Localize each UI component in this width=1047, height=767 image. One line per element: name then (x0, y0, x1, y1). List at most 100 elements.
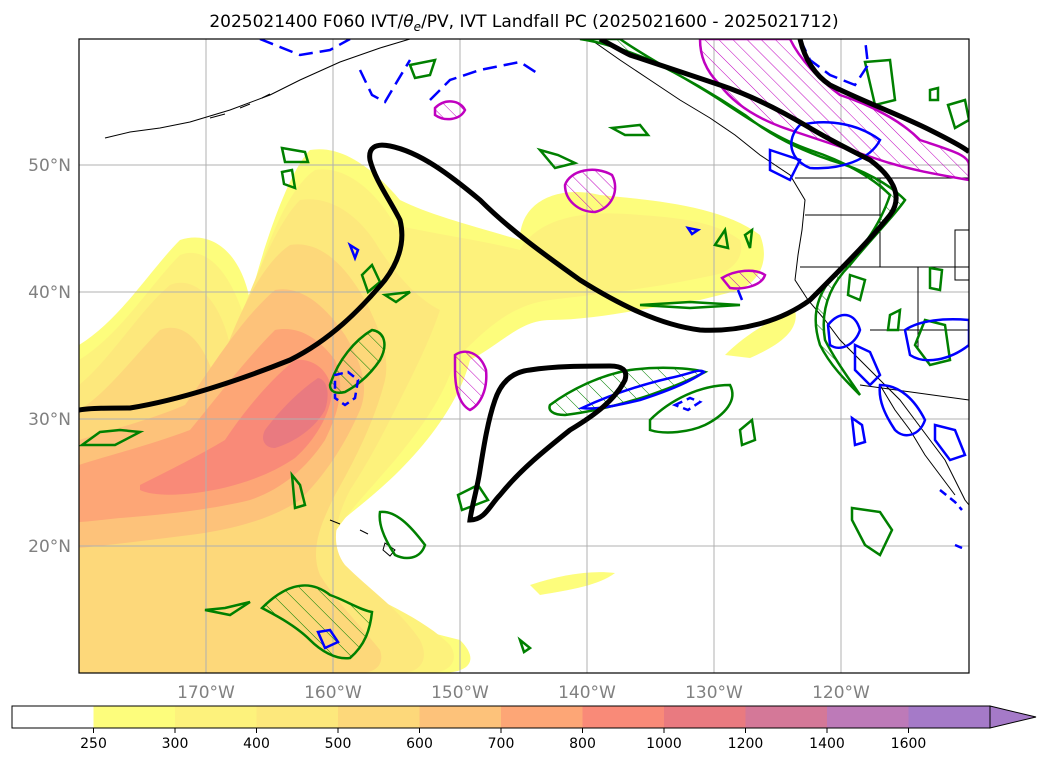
thetae-seg19 (850, 506, 894, 557)
pv-neg-spot2 (316, 628, 340, 650)
ivt-250-east (725, 310, 796, 358)
lon-label-150w: 150°W (431, 683, 489, 703)
pv-positive-contours (433, 39, 969, 412)
colorbar-segment (501, 706, 583, 728)
thetae-seg18 (517, 636, 533, 654)
pv-neg-coast2 (768, 148, 802, 182)
pv-neg-40n (826, 313, 862, 349)
aleutian-dots (209, 93, 271, 119)
colorbar-segment (827, 706, 909, 728)
figure-title: 2025021400 F060 IVT/θe/PV, IVT Landfall … (209, 12, 838, 34)
colorbar-segment (175, 706, 257, 728)
pv-neg-30n (577, 369, 706, 410)
pv-negative-contours (259, 39, 969, 650)
ivt-250-south (530, 572, 615, 595)
pv-neg-dash-sw (939, 489, 963, 511)
colorbar-label: 1000 (646, 736, 682, 752)
thetae-seg13 (79, 428, 145, 447)
theta-e-contours (79, 39, 969, 660)
colorbar-label: 600 (406, 736, 433, 752)
thetae-seg11 (738, 417, 757, 447)
thetae-seg6 (381, 290, 411, 304)
colorbar-label: 400 (243, 736, 270, 752)
colorbar-segment (908, 706, 991, 728)
thetae-seg2 (280, 168, 297, 190)
colorbar-label: 1200 (728, 736, 764, 752)
colorbar-label: 1600 (891, 736, 927, 752)
pv-neg-40n-2 (903, 318, 969, 362)
pv-pos-50n (563, 168, 617, 214)
thetae-seg7 (639, 300, 741, 310)
colorbar-extend-arrow (989, 705, 1037, 729)
pv-neg-spot1 (850, 415, 867, 447)
pv-neg-35n (853, 343, 882, 387)
thetae-seg20 (863, 58, 897, 107)
thetae-seg24 (886, 307, 902, 332)
thetae-seg8 (712, 226, 730, 250)
pv-neg-spot4 (685, 226, 702, 236)
pv-neg-spot3 (347, 241, 360, 262)
colorbar-segment (256, 706, 339, 728)
thetae-seg12 (456, 483, 490, 512)
lon-label-130w: 130°W (685, 683, 743, 703)
thetae-seg25 (928, 266, 944, 292)
colorbar-label: 250 (80, 736, 107, 752)
colorbar-segment (664, 706, 746, 728)
map-panel (79, 39, 969, 673)
thetae-seg9 (743, 227, 754, 249)
pv-pos-ne (698, 39, 969, 182)
lat-axis: 20°N 30°N 40°N 50°N (28, 156, 71, 557)
thetae-164w (328, 328, 386, 394)
pv-neg-dash-30n (671, 396, 703, 412)
pv-pos-57n (433, 100, 467, 121)
thetae-seg1 (280, 146, 310, 164)
baja (879, 384, 956, 496)
thetae-seg15 (378, 510, 427, 560)
pv-pos-33n (453, 350, 488, 412)
colorbar: 250 300 400 500 600 700 800 1000 1200 1400 1600 (11, 705, 1037, 752)
thetae-seg4 (607, 123, 651, 137)
pv-neg-coast3 (878, 383, 927, 437)
lon-label-120w: 120°W (812, 683, 870, 703)
thetae-seg27 (408, 58, 437, 80)
thetae-seg14 (290, 470, 307, 510)
lon-label-170w: 170°W (177, 683, 235, 703)
pc-main-contour (79, 39, 899, 413)
thetae-seg5 (360, 262, 382, 295)
colorbar-label: 300 (162, 736, 189, 752)
lon-label-140w: 140°W (558, 683, 616, 703)
colorbar-segment (338, 706, 420, 728)
colorbar-label: 500 (325, 736, 352, 752)
lat-label-40: 40°N (28, 283, 71, 303)
thetae-seg26 (846, 273, 867, 302)
ivt-landfall-pc (79, 39, 969, 523)
alaska-coast (104, 39, 411, 139)
pc-south-loop (467, 363, 629, 523)
mexico-border (859, 384, 969, 401)
pv-neg-coast (790, 121, 882, 170)
lat-label-30: 30°N (28, 410, 71, 430)
pc-ne-contour (797, 39, 969, 154)
thetae-seg21 (946, 98, 969, 130)
colorbar-label: 800 (569, 736, 596, 752)
colorbar-segment (582, 706, 665, 728)
lon-label-160w: 160°W (304, 683, 362, 703)
thetae-seg3 (536, 147, 579, 170)
thetae-seg16 (204, 600, 251, 617)
colorbar-label: 700 (488, 736, 515, 752)
lat-label-20: 20°N (28, 537, 71, 557)
thetae-seg10 (648, 383, 734, 434)
lat-label-50: 50°N (28, 156, 71, 176)
pv-neg-dash-n2 (429, 60, 541, 101)
pv-neg-dash-nw (259, 39, 351, 57)
colorbar-segment (12, 706, 94, 728)
ivt-1000 (263, 378, 328, 448)
map-frame (78, 38, 970, 674)
lon-axis: 170°W 160°W 150°W 140°W 130°W 120°W (177, 683, 870, 703)
colorbar-label: 1400 (809, 736, 845, 752)
thetae-coast-band (579, 39, 907, 396)
thetae-seg22 (928, 86, 940, 102)
colorbar-segment (419, 706, 502, 728)
pv-neg-dash-164w (333, 370, 360, 407)
